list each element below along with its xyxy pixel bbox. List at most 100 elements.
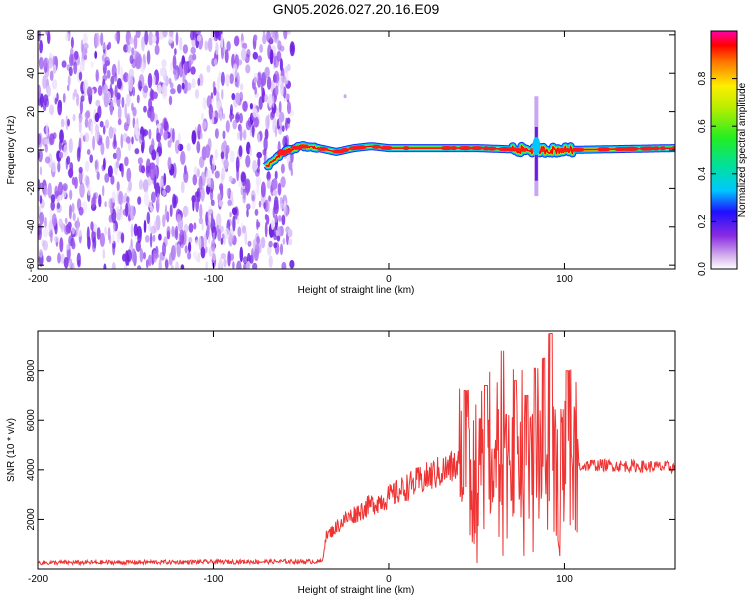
- noise-speckle: [198, 236, 202, 251]
- noise-speckle: [181, 82, 185, 90]
- noise-speckle: [220, 71, 225, 86]
- noise-speckle: [188, 236, 193, 244]
- noise-speckle: [239, 125, 243, 141]
- noise-speckle: [197, 252, 200, 263]
- noise-speckle: [184, 165, 187, 175]
- noise-speckle: [95, 99, 101, 107]
- noise-speckle: [111, 262, 116, 269]
- noise-speckle: [63, 224, 70, 236]
- noise-speckle: [214, 58, 218, 65]
- noise-speckle: [42, 240, 48, 251]
- colorbar: 0.0 0.2 0.4 0.6 0.8 Normalized spectral ampl…: [697, 30, 748, 276]
- noise-speckle: [151, 149, 157, 161]
- noise-speckle: [198, 175, 203, 191]
- noise-speckle: [287, 238, 293, 246]
- noise-speckle: [172, 193, 177, 209]
- noise-speckle: [180, 150, 186, 165]
- noise-speckle: [159, 67, 166, 77]
- noise-speckle: [215, 42, 219, 56]
- noise-speckle: [164, 259, 169, 269]
- noise-speckle: [104, 173, 110, 183]
- noise-speckle: [236, 215, 240, 225]
- noise-speckle: [214, 148, 218, 160]
- noise-speckle: [150, 87, 153, 101]
- noise-speckle: [116, 205, 120, 214]
- noise-speckle: [63, 144, 69, 158]
- spectrogram-ytick-label: 20: [26, 106, 37, 118]
- noise-speckle: [286, 63, 291, 72]
- spectrogram-xtick-label: 0: [386, 274, 392, 285]
- noise-speckle: [148, 98, 153, 111]
- noise-speckle: [134, 148, 140, 155]
- noise-speckle: [287, 228, 293, 238]
- noise-speckle: [136, 53, 142, 69]
- spectrogram-ytick-label: 40: [26, 67, 37, 79]
- noise-speckle: [100, 32, 104, 46]
- noise-speckle: [254, 243, 260, 257]
- track-hotspot: [499, 147, 512, 152]
- noise-speckle: [39, 39, 43, 54]
- noise-speckle: [274, 85, 279, 97]
- noise-speckle: [210, 92, 214, 100]
- noise-speckle: [251, 124, 255, 138]
- snr-xtick-label: -100: [203, 574, 223, 585]
- noise-speckle: [51, 213, 57, 227]
- noise-speckle: [266, 76, 272, 90]
- noise-speckle: [266, 178, 271, 189]
- noise-speckle: [201, 221, 204, 231]
- noise-speckle: [275, 229, 279, 237]
- snr-ytick-label: 2000: [26, 508, 37, 531]
- noise-speckle: [188, 241, 192, 253]
- noise-speckle: [131, 136, 134, 145]
- noise-speckle: [240, 83, 244, 91]
- noise-speckle: [194, 191, 200, 198]
- noise-speckle: [38, 84, 41, 99]
- noise-speckle: [244, 230, 248, 245]
- noise-speckle: [122, 196, 126, 204]
- noise-speckle: [146, 50, 151, 65]
- noise-speckle: [90, 122, 93, 135]
- noise-speckle: [199, 131, 203, 140]
- noise-speckle: [39, 166, 43, 176]
- noise-speckle: [226, 41, 231, 52]
- noise-speckle: [197, 77, 201, 87]
- noise-speckle: [220, 237, 224, 245]
- noise-speckle: [94, 112, 100, 123]
- noise-speckle: [117, 105, 122, 120]
- noise-speckle: [272, 178, 278, 190]
- noise-speckle: [242, 225, 247, 234]
- noise-speckle: [186, 143, 191, 152]
- noise-speckle: [167, 156, 172, 171]
- noise-speckle: [90, 221, 94, 231]
- noise-speckle: [87, 236, 91, 250]
- noise-speckle: [290, 43, 294, 53]
- noise-speckle: [43, 185, 47, 198]
- noise-speckle: [103, 92, 109, 108]
- noise-speckle: [179, 229, 185, 246]
- spectrogram-ytick-label: 60: [26, 29, 37, 41]
- colorbar-tick-label: 0.2: [697, 214, 708, 228]
- noise-speckle: [243, 129, 247, 141]
- noise-speckle: [141, 36, 145, 52]
- noise-speckle: [137, 196, 142, 205]
- noise-speckle: [158, 258, 162, 269]
- noise-speckle: [264, 66, 270, 79]
- noise-speckle: [175, 31, 179, 46]
- noise-speckle: [199, 156, 205, 169]
- noise-speckle: [235, 156, 240, 173]
- noise-speckle: [75, 228, 78, 237]
- noise-speckle: [232, 261, 235, 269]
- noise-speckle: [252, 51, 258, 60]
- noise-speckle: [132, 86, 136, 97]
- noise-speckle: [169, 204, 173, 217]
- noise-speckle: [103, 157, 106, 171]
- noise-speckle: [79, 60, 86, 72]
- noise-speckle: [120, 133, 124, 149]
- noise-speckle: [107, 41, 112, 50]
- noise-speckle: [102, 185, 105, 197]
- spectrogram-ytick-label: -60: [26, 257, 37, 272]
- noise-speckle: [42, 227, 49, 238]
- noise-speckle: [102, 63, 107, 76]
- track-hotspot: [487, 146, 497, 151]
